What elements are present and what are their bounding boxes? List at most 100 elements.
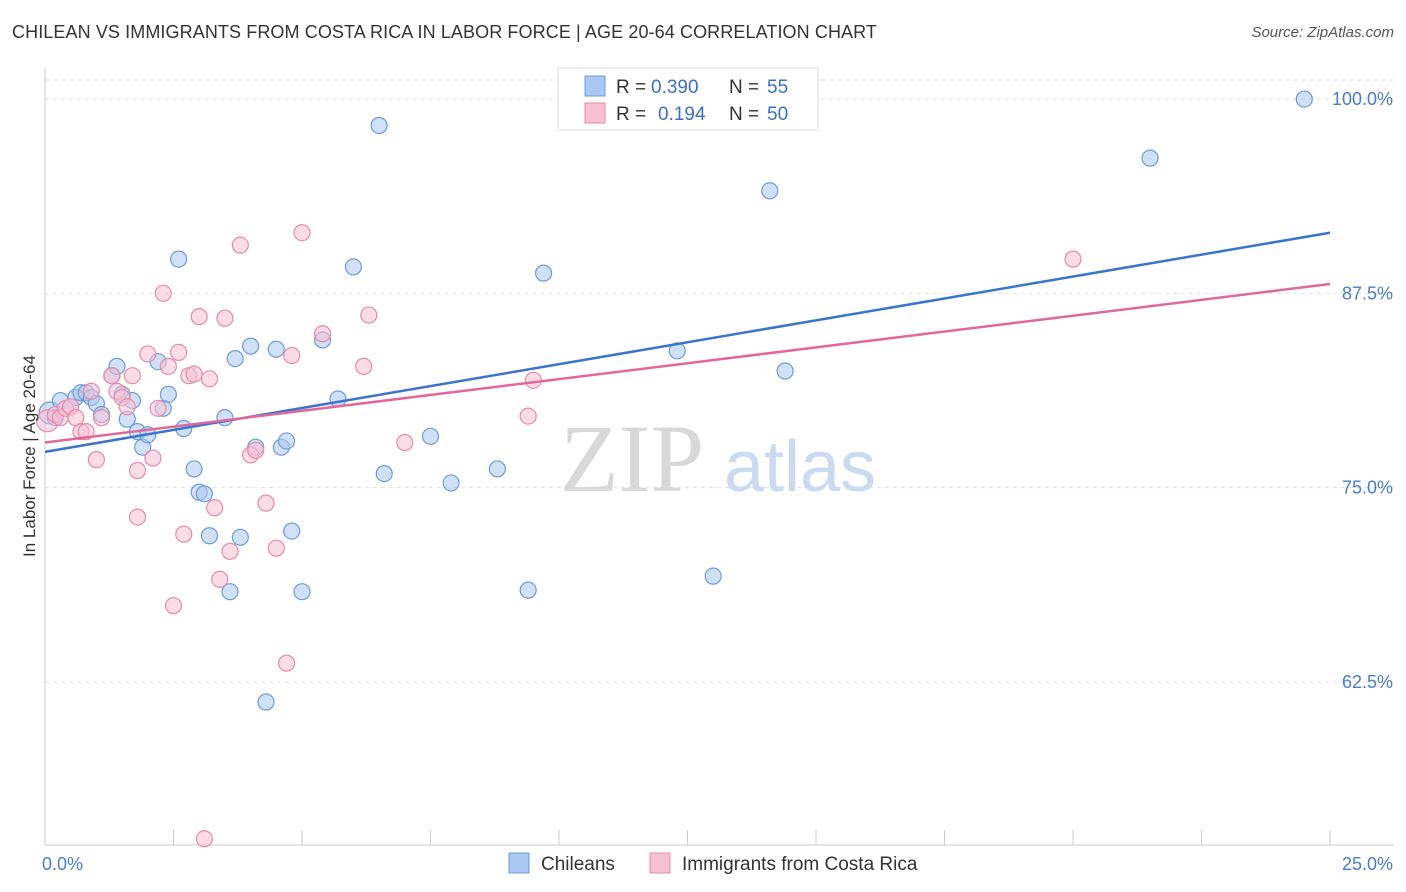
point-chileans-45	[519, 581, 537, 599]
legend-r-value-2: 0.194	[658, 104, 706, 125]
legend-r-value-1: 0.390	[651, 77, 699, 98]
point-costa-rica-49	[164, 597, 183, 615]
point-chileans-24	[200, 527, 219, 545]
point-chileans-42	[421, 427, 440, 445]
x-tick-labels: 0.0% 25.0%	[42, 854, 1393, 874]
point-costa-rica-15	[123, 367, 141, 385]
watermark: ZIP atlas	[560, 405, 876, 512]
point-costa-rica-23	[170, 343, 188, 361]
trend-lines	[44, 231, 1331, 454]
legend-swatch-chileans	[584, 75, 606, 97]
y-tick-label-1: 87.5%	[1342, 283, 1393, 303]
point-costa-rica-7	[77, 423, 95, 441]
point-chileans-36	[293, 583, 311, 601]
chart-source: Source: ZipAtlas.com	[1251, 24, 1394, 41]
legend-r-label-1: R =	[616, 77, 646, 98]
point-chileans-52	[1295, 90, 1313, 108]
bottom-legend-label-costa-rica: Immigrants from Costa Rica	[682, 854, 918, 875]
point-costa-rica-31	[216, 309, 234, 327]
point-chileans-46	[534, 264, 553, 282]
point-costa-rica-20	[149, 399, 167, 417]
point-costa-rica-30	[211, 570, 229, 588]
point-costa-rica-28	[200, 370, 219, 388]
chart-title: CHILEAN VS IMMIGRANTS FROM COSTA RICA IN…	[12, 22, 878, 42]
point-costa-rica-8	[82, 382, 100, 400]
point-chileans-27	[226, 349, 244, 368]
y-tick-label-3: 62.5%	[1342, 672, 1393, 692]
trend-line-costa-rica	[44, 282, 1331, 444]
point-costa-rica-11	[103, 367, 121, 385]
point-costa-rica-42	[355, 357, 373, 375]
point-costa-rica-9	[87, 451, 106, 469]
correlation-legend: R = 0.390 N = 55 R = 0.194 N = 50	[557, 67, 819, 131]
point-costa-rica-35	[247, 441, 265, 459]
point-chileans-21	[185, 460, 203, 478]
point-costa-rica-41	[313, 325, 332, 343]
point-costa-rica-10	[92, 409, 111, 427]
point-costa-rica-18	[139, 345, 157, 363]
legend-r-label-2: R =	[616, 104, 646, 125]
axes	[44, 68, 1394, 846]
point-chileans-32	[267, 340, 285, 358]
point-chileans-18	[159, 385, 177, 403]
point-costa-rica-36	[257, 494, 275, 512]
point-chileans-19	[170, 250, 188, 268]
point-costa-rica-33	[231, 236, 249, 254]
point-costa-rica-16	[128, 508, 147, 526]
data-points	[35, 90, 1313, 848]
point-costa-rica-48	[195, 830, 213, 848]
point-chileans-29	[242, 337, 260, 355]
point-costa-rica-32	[221, 542, 239, 560]
point-chileans-50	[776, 362, 794, 380]
point-costa-rica-27	[190, 308, 208, 326]
point-costa-rica-45	[519, 407, 537, 425]
watermark-atlas: atlas	[724, 427, 876, 507]
point-chileans-34	[277, 432, 296, 450]
y-tick-labels: 100.0% 87.5% 75.0% 62.5%	[1332, 89, 1393, 692]
point-costa-rica-38	[277, 654, 296, 672]
point-costa-rica-14	[118, 398, 136, 416]
point-costa-rica-22	[159, 357, 177, 375]
point-costa-rica-19	[144, 449, 162, 467]
point-chileans-51	[1141, 149, 1159, 167]
point-costa-rica-26	[185, 365, 203, 383]
legend-n-value-1: 55	[767, 77, 788, 98]
point-costa-rica-17	[128, 461, 147, 480]
y-tick-label-2: 75.0%	[1342, 478, 1393, 498]
point-costa-rica-47	[1064, 250, 1082, 268]
legend-n-label-2: N =	[729, 104, 759, 125]
point-chileans-31	[257, 693, 275, 711]
point-costa-rica-40	[293, 224, 311, 242]
point-chileans-23	[195, 485, 213, 503]
point-chileans-49	[761, 182, 779, 200]
bottom-legend-label-chileans: Chileans	[541, 854, 615, 875]
series-legend: Chileans Immigrants from Costa Rica	[508, 852, 918, 875]
x-tick-label-1: 25.0%	[1342, 854, 1393, 874]
grid-lines	[45, 79, 1394, 683]
point-costa-rica-21	[154, 284, 172, 302]
point-chileans-44	[488, 460, 506, 478]
point-chileans-40	[370, 116, 388, 135]
point-chileans-39	[344, 258, 362, 276]
point-chileans-48	[704, 567, 722, 585]
point-chileans-26	[221, 583, 239, 601]
bottom-legend-swatch-costa-rica	[649, 852, 671, 874]
point-costa-rica-39	[283, 346, 301, 365]
legend-n-label-1: N =	[729, 77, 759, 98]
y-axis-title: In Labor Force | Age 20-64	[20, 355, 39, 557]
legend-n-value-2: 50	[767, 104, 788, 125]
y-tick-label-0: 100.0%	[1332, 89, 1393, 109]
point-chileans-35	[283, 522, 301, 540]
point-chileans-43	[442, 474, 460, 492]
legend-swatch-costa-rica	[584, 102, 606, 124]
point-costa-rica-44	[396, 433, 414, 452]
watermark-zip: ZIP	[560, 405, 704, 512]
point-costa-rica-43	[360, 306, 378, 324]
point-costa-rica-37	[267, 539, 285, 557]
point-costa-rica-29	[206, 499, 224, 517]
point-chileans-41	[375, 464, 393, 483]
point-chileans-28	[231, 528, 249, 546]
x-tick-label-0: 0.0%	[42, 854, 83, 874]
bottom-legend-swatch-chileans	[508, 852, 530, 874]
